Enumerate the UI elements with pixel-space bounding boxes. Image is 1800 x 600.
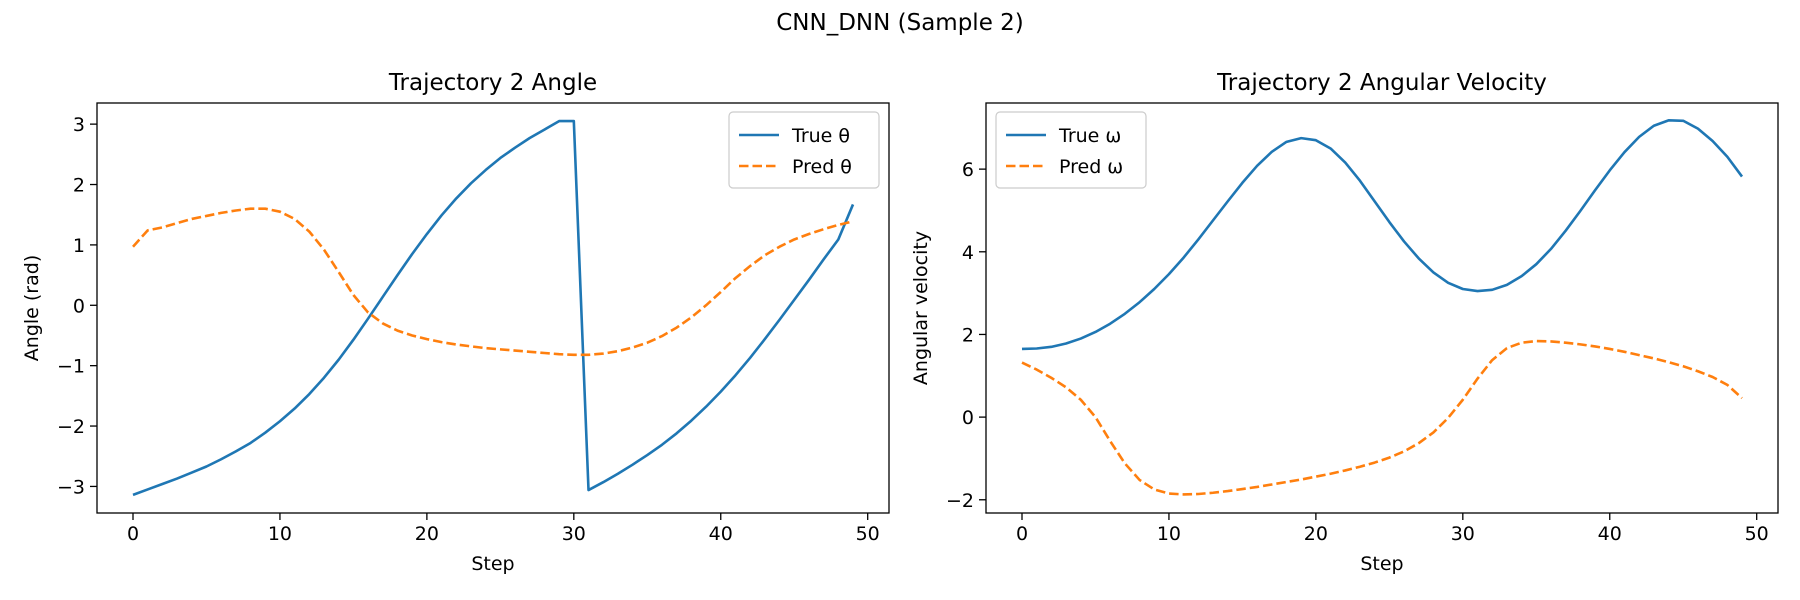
y-tick-label: 2 <box>962 324 974 346</box>
y-tick-label: 6 <box>962 159 974 181</box>
x-tick-label: 10 <box>1157 523 1181 545</box>
series-line-pred <box>1021 339 1743 496</box>
legend-label: True ω <box>1058 125 1121 147</box>
legend-label: Pred θ <box>792 156 852 178</box>
x-tick-label: 20 <box>1304 523 1328 545</box>
y-axis-label: Angular velocity <box>910 231 932 385</box>
y-tick-label: −3 <box>57 476 85 498</box>
series-line-pred <box>132 207 854 357</box>
x-tick-label: 30 <box>1451 523 1475 545</box>
x-tick-label: 30 <box>562 523 586 545</box>
legend: True θ Pred θ <box>728 111 880 189</box>
y-tick-label: 4 <box>962 242 974 264</box>
legend-label: True θ <box>791 125 850 147</box>
subplot-1: Trajectory 2 Angle 0 10 20 30 40 50 −3 −2 −1 0 1 2 3 S… <box>21 70 890 575</box>
legend: True ω Pred ω <box>995 111 1147 189</box>
legend-box <box>728 111 880 189</box>
y-axis-label: Angle (rad) <box>21 255 43 361</box>
figure-suptitle: CNN_DNN (Sample 2) <box>776 10 1024 36</box>
x-tick-label: 10 <box>268 523 292 545</box>
y-tick-label: 0 <box>73 295 85 317</box>
x-tick-label: 0 <box>1016 523 1028 545</box>
y-tick-label: 0 <box>962 407 974 429</box>
y-tick-label: −1 <box>57 356 85 378</box>
x-axis-label: Step <box>1360 553 1403 575</box>
y-tick-label: 1 <box>73 235 85 257</box>
x-tick-label: 50 <box>856 523 880 545</box>
y-tick-label: 2 <box>73 175 85 197</box>
legend-label: Pred ω <box>1059 156 1123 178</box>
x-tick-label: 40 <box>1598 523 1622 545</box>
axes-frame <box>985 102 1779 514</box>
series-line-true <box>132 119 855 497</box>
y-tick-label: −2 <box>946 490 974 512</box>
y-tick-label: −2 <box>57 416 85 438</box>
x-axis-label: Step <box>471 553 514 575</box>
x-tick-label: 0 <box>127 523 139 545</box>
x-tick-label: 20 <box>415 523 439 545</box>
y-tick-label: 3 <box>73 114 85 136</box>
subplot-title: Trajectory 2 Angular Velocity <box>1216 70 1547 96</box>
x-tick-label: 40 <box>709 523 733 545</box>
legend-box <box>995 111 1147 189</box>
x-tick-label: 50 <box>1745 523 1769 545</box>
series-line-true <box>1021 119 1744 351</box>
subplot-title: Trajectory 2 Angle <box>388 70 597 96</box>
axes-frame <box>96 102 890 514</box>
